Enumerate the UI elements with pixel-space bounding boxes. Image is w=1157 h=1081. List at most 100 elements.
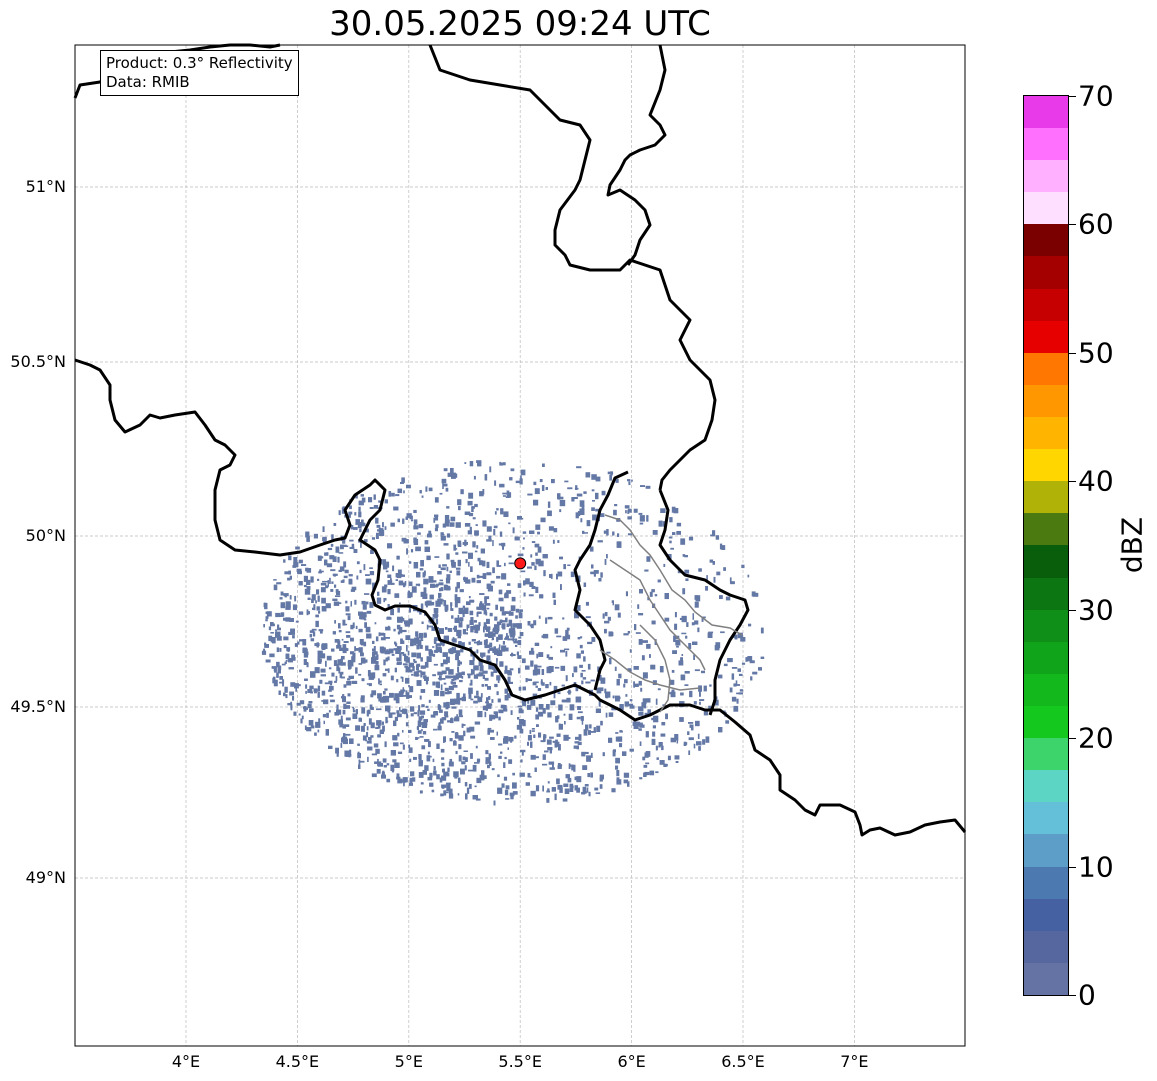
reflectivity-echo [348, 514, 351, 518]
reflectivity-echo [547, 788, 550, 792]
reflectivity-echo [364, 622, 367, 628]
reflectivity-echo [391, 712, 396, 715]
reflectivity-echo [446, 553, 450, 560]
reflectivity-echo [339, 672, 343, 678]
colorbar-segment [1024, 128, 1068, 161]
reflectivity-echo [617, 533, 620, 537]
reflectivity-echo [294, 595, 297, 602]
reflectivity-echo [296, 702, 301, 706]
reflectivity-echo [441, 784, 447, 788]
reflectivity-echo [619, 704, 624, 710]
reflectivity-echo [474, 721, 481, 725]
reflectivity-echo [535, 524, 541, 530]
reflectivity-echo [358, 764, 361, 769]
reflectivity-echo [463, 693, 466, 698]
reflectivity-echo [536, 653, 539, 659]
reflectivity-echo [599, 513, 605, 518]
reflectivity-echo [383, 598, 387, 601]
reflectivity-echo [497, 698, 501, 703]
reflectivity-echo [315, 620, 319, 628]
reflectivity-echo [454, 594, 458, 601]
reflectivity-echo [691, 724, 694, 731]
reflectivity-echo [269, 653, 275, 658]
reflectivity-echo [499, 483, 505, 488]
reflectivity-echo [417, 710, 420, 717]
reflectivity-echo [335, 675, 338, 682]
reflectivity-echo [440, 535, 446, 541]
reflectivity-echo [508, 555, 512, 558]
reflectivity-echo [462, 613, 465, 617]
colorbar-segment [1024, 738, 1068, 771]
reflectivity-echo [387, 656, 390, 661]
reflectivity-echo [396, 713, 402, 718]
reflectivity-echo [383, 564, 388, 570]
reflectivity-echo [614, 604, 620, 611]
reflectivity-echo [520, 570, 526, 573]
reflectivity-echo [372, 651, 378, 655]
reflectivity-echo [495, 624, 500, 631]
reflectivity-echo [515, 608, 520, 613]
reflectivity-echo [604, 620, 610, 624]
reflectivity-echo [384, 526, 387, 530]
reflectivity-echo [470, 753, 473, 759]
reflectivity-echo [669, 540, 672, 544]
reflectivity-echo [520, 609, 523, 612]
reflectivity-echo [318, 718, 321, 724]
reflectivity-echo [344, 569, 349, 574]
reflectivity-echo [358, 628, 363, 633]
reflectivity-echo [311, 628, 317, 631]
reflectivity-echo [303, 706, 307, 712]
reflectivity-echo [606, 651, 611, 654]
reflectivity-echo [514, 735, 517, 739]
reflectivity-echo [575, 512, 579, 519]
reflectivity-echo [462, 551, 468, 554]
reflectivity-echo [408, 606, 411, 613]
reflectivity-echo [629, 649, 632, 653]
reflectivity-echo [498, 597, 504, 602]
reflectivity-echo [421, 621, 424, 624]
reflectivity-echo [358, 506, 361, 512]
reflectivity-echo [491, 699, 494, 703]
reflectivity-echo [440, 684, 443, 691]
reflectivity-echo [321, 644, 326, 649]
reflectivity-echo [556, 635, 562, 638]
reflectivity-echo [310, 576, 314, 583]
reflectivity-echo [433, 770, 437, 776]
reflectivity-echo [510, 623, 513, 629]
reflectivity-echo [333, 660, 338, 666]
colorbar-segment [1024, 160, 1068, 193]
reflectivity-echo [663, 563, 666, 567]
reflectivity-echo [489, 612, 493, 617]
reflectivity-echo [426, 600, 432, 606]
reflectivity-echo [420, 715, 424, 719]
reflectivity-echo [355, 725, 360, 731]
reflectivity-echo [560, 665, 566, 671]
reflectivity-echo [367, 756, 369, 762]
reflectivity-echo [403, 582, 406, 588]
reflectivity-echo [381, 586, 387, 593]
reflectivity-echo [512, 627, 516, 634]
reflectivity-echo [365, 578, 372, 585]
reflectivity-echo [427, 751, 430, 755]
reflectivity-echo [567, 564, 571, 566]
reflectivity-echo [698, 746, 701, 751]
reflectivity-echo [398, 626, 403, 634]
reflectivity-echo [333, 601, 340, 606]
reflectivity-echo [409, 515, 413, 520]
reflectivity-echo [693, 654, 695, 660]
reflectivity-echo [472, 517, 476, 520]
reflectivity-echo [560, 649, 565, 653]
reflectivity-echo [420, 782, 424, 785]
reflectivity-echo [361, 678, 365, 682]
reflectivity-echo [358, 611, 363, 616]
reflectivity-echo [639, 777, 643, 780]
reflectivity-echo [551, 787, 556, 792]
reflectivity-echo [664, 617, 670, 622]
reflectivity-echo [486, 697, 489, 704]
reflectivity-echo [557, 540, 560, 543]
reflectivity-echo [276, 647, 279, 653]
reflectivity-echo [444, 521, 449, 527]
reflectivity-echo [343, 684, 347, 688]
reflectivity-echo [737, 632, 743, 639]
reflectivity-echo [404, 620, 409, 625]
